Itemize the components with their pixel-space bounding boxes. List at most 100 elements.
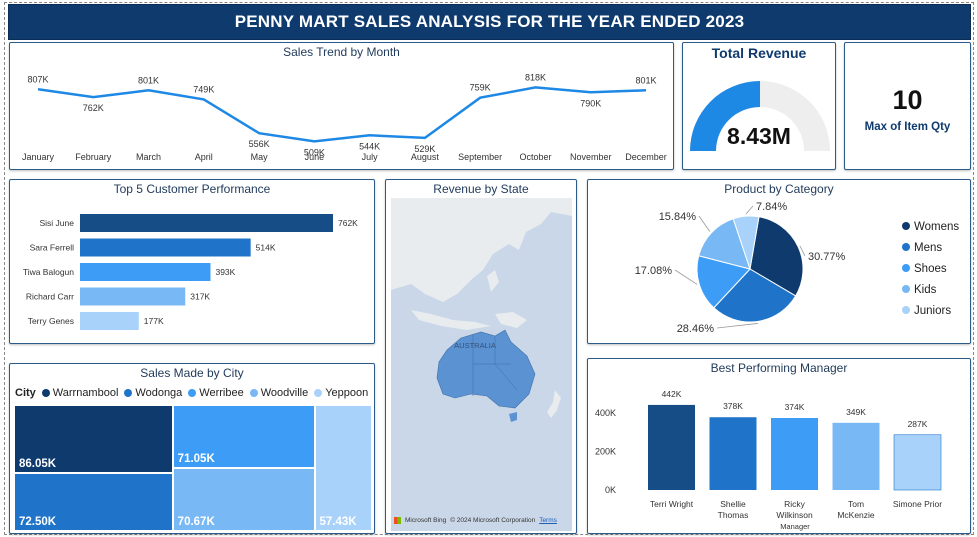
pie-data-label: 30.77% <box>808 251 846 263</box>
pie-slice[interactable] <box>732 215 760 270</box>
city-legend-item[interactable]: Wodonga <box>124 387 182 399</box>
manager-y-tick: 400K <box>595 408 616 418</box>
manager-bar[interactable] <box>771 418 818 490</box>
city-legend-label: Warrnambool <box>52 387 119 399</box>
map-copyright: © 2024 Microsoft Corporation <box>450 517 536 524</box>
manager-name-label: Terri Wright <box>650 499 694 509</box>
treemap-cell[interactable]: 71.05K <box>173 406 314 468</box>
product-category-card[interactable]: Product by Category 30.77% 28.46% 17.08% 15… <box>587 179 971 344</box>
sales-trend-data-label: 801K <box>138 75 159 85</box>
best-manager-card[interactable]: Best Performing Manager 0K 200K 400K 442K Te… <box>587 358 971 534</box>
treemap-value-label: 86.05K <box>19 458 57 471</box>
map-land-shapes: AUSTRALIA <box>391 198 572 422</box>
pie-legend-label[interactable]: Shoes <box>914 263 947 275</box>
city-legend-item[interactable]: Yeppoon <box>314 387 368 399</box>
max-qty-label: Max of Item Qty <box>864 121 951 133</box>
sales-trend-title: Sales Trend by Month <box>283 45 400 59</box>
customer-bar[interactable] <box>80 263 211 281</box>
manager-bar[interactable] <box>893 434 942 491</box>
sales-by-city-card[interactable]: Sales Made by City City Warrnambool Wodon… <box>9 363 375 534</box>
manager-bar[interactable] <box>648 404 695 490</box>
treemap-cell[interactable]: 70.67K <box>173 469 314 530</box>
pie-legend-marker <box>902 306 910 314</box>
manager-y-tick: 200K <box>595 447 616 457</box>
pie-legend-marker <box>902 243 910 251</box>
pie-leader-line <box>716 323 758 329</box>
customer-bar[interactable] <box>80 238 251 257</box>
customer-name-label: Tiwa Balogun <box>23 267 74 277</box>
customer-name-label: Sisi June <box>40 218 75 228</box>
revenue-by-state-card[interactable]: Revenue by State AUSTRALIA Microsoft Bin… <box>385 179 577 534</box>
manager-bar[interactable] <box>709 417 757 490</box>
manager-name-label: Simone Prior <box>893 499 942 509</box>
sales-trend-data-label: 818K <box>525 72 546 82</box>
revenue-by-state-title: Revenue by State <box>433 182 529 196</box>
city-legend-item[interactable]: Woodville <box>249 387 308 399</box>
pie-legend-label[interactable]: Womens <box>914 221 959 233</box>
revenue-map[interactable]: AUSTRALIA <box>391 198 572 531</box>
sales-trend-card[interactable]: Sales Trend by Month 807K January 762K Febr… <box>9 42 674 170</box>
sales-trend-x-tick: April <box>195 152 213 162</box>
sales-trend-x-tick: June <box>305 152 325 162</box>
best-manager-chart[interactable]: 0K 200K 400K 442K Terri Wright 378K ShellieTho… <box>588 359 971 534</box>
city-legend-item[interactable]: Warrnambool <box>41 387 119 399</box>
pie-legend-label[interactable]: Juniors <box>914 305 951 317</box>
treemap-cell[interactable]: 57.43K <box>315 406 371 530</box>
city-legend-label: Werribee <box>199 387 244 399</box>
product-category-pie[interactable]: 30.77% 28.46% 17.08% 15.84% 7.84% Womens Mens S… <box>588 180 971 344</box>
city-legend: City Warrnambool Wodonga Werribee Woodville… <box>15 387 368 399</box>
map-terms-link[interactable]: Terms <box>539 517 557 524</box>
customer-bar[interactable] <box>80 312 139 330</box>
customer-value-label: 762K <box>338 218 358 228</box>
city-legend-marker <box>188 389 197 397</box>
city-legend-label: Wodonga <box>135 387 183 399</box>
customer-name-label: Richard Carr <box>26 292 74 302</box>
dashboard-header: PENNY MART SALES ANALYSIS FOR THE YEAR E… <box>8 4 971 40</box>
city-legend-item[interactable]: Werribee <box>188 387 244 399</box>
pie-slice[interactable] <box>749 216 804 297</box>
max-qty-card[interactable]: 10 Max of Item Qty <box>844 42 971 170</box>
total-revenue-gauge <box>690 81 830 151</box>
treemap-value-label: 57.43K <box>319 516 357 528</box>
sales-trend-x-tick: December <box>625 152 667 162</box>
pie-data-label: 28.46% <box>677 323 715 335</box>
pie-data-label: 7.84% <box>756 201 787 213</box>
sales-trend-x-tick: July <box>362 152 379 162</box>
map-australia <box>436 329 536 409</box>
total-revenue-card[interactable]: Total Revenue 8.43M <box>682 42 836 170</box>
pie-legend-label[interactable]: Kids <box>914 284 937 296</box>
product-category-title: Product by Category <box>724 182 834 196</box>
pie-legend-marker <box>902 264 910 272</box>
map-tasmania <box>509 412 517 422</box>
sales-trend-line[interactable] <box>37 86 647 143</box>
customer-bar[interactable] <box>80 214 333 232</box>
top-customers-title: Top 5 Customer Performance <box>113 182 271 196</box>
total-revenue-value: 8.43M <box>727 123 791 149</box>
top-customers-card[interactable]: Top 5 Customer Performance Sisi June 762K… <box>9 179 375 344</box>
treemap-cell[interactable]: 72.50K <box>15 474 172 530</box>
sales-trend-x-tick: January <box>22 152 55 162</box>
pie-legend-label[interactable]: Mens <box>914 242 942 254</box>
manager-bar[interactable] <box>832 422 880 490</box>
top-customers-chart[interactable]: Sisi June 762K Sara Ferrell 514K Tiwa Balogu… <box>10 180 375 344</box>
treemap-value-label: 70.67K <box>177 515 215 528</box>
map-philippines <box>487 270 499 292</box>
treemap-cell[interactable]: 86.05K <box>15 406 172 473</box>
manager-name-label: Wilkinson <box>776 510 813 520</box>
map-brand: Microsoft Bing <box>405 517 447 524</box>
sales-trend-data-label: 509K <box>304 147 325 157</box>
customer-bar[interactable] <box>80 287 186 306</box>
city-legend-marker <box>124 389 133 397</box>
manager-value-label: 374K <box>785 402 805 412</box>
customer-name-label: Terry Genes <box>28 316 74 326</box>
manager-name-label: McKenzie <box>837 510 875 520</box>
pie-slice[interactable] <box>713 268 797 323</box>
map-region-label: AUSTRALIA <box>454 341 496 350</box>
pie-data-label: 15.84% <box>659 211 697 223</box>
sales-trend-chart[interactable]: 807K January 762K February 801K March 749K Apri… <box>10 43 674 170</box>
manager-value-label: 287K <box>908 419 928 429</box>
customer-value-label: 514K <box>256 243 276 253</box>
city-treemap[interactable]: 86.05K 72.50K 71.05K 70.67K 57.43K <box>14 405 372 531</box>
pie-legend-marker <box>902 285 910 293</box>
pie-slice[interactable] <box>696 255 751 309</box>
